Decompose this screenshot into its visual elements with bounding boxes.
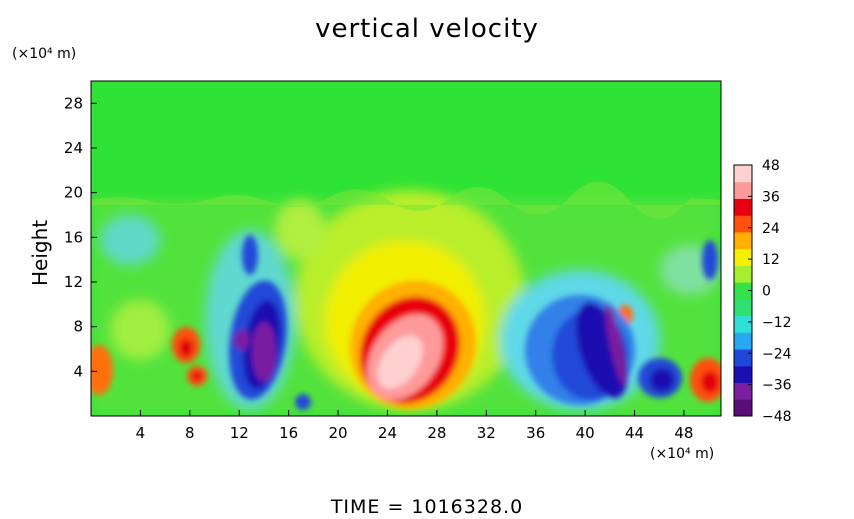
colorbar-swatch (734, 365, 752, 384)
yellow-patch-1 (110, 300, 170, 360)
yellow-patch-2 (275, 200, 325, 260)
colorbar-tick-label: −12 (762, 315, 792, 331)
y-axis: 4 8 12 16 20 24 28 (64, 94, 97, 380)
plot-frame (90, 80, 722, 417)
colorbar-tick-label: 48 (762, 158, 780, 174)
x-tick-label: 32 (477, 424, 496, 442)
colorbar-swatch (734, 181, 752, 199)
downdraft-left-purple-2 (234, 330, 250, 350)
x-tick-label: 12 (230, 424, 249, 442)
updraft-core (377, 335, 423, 389)
time-label: TIME = 1016328.0 (330, 496, 524, 518)
colorbar-swatch (734, 231, 752, 250)
colorbar-swatch (734, 265, 752, 283)
velocity-field (91, 81, 721, 416)
y-unit-label: (×10⁴ m) (12, 46, 77, 62)
x-tick-label: 24 (378, 424, 397, 442)
colorbar-swatch (734, 332, 752, 350)
colorbar-tick-label: −48 (762, 409, 792, 425)
colorbar-swatch (734, 298, 752, 317)
x-tick-label: 20 (329, 424, 348, 442)
x-axis: 4 8 12 16 20 24 28 32 36 40 44 48 (136, 410, 693, 442)
colorbar-tick-label: 24 (762, 221, 780, 237)
updraft-right-edge-core (701, 371, 719, 393)
y-tick-label: 24 (64, 139, 83, 157)
cyan-patch-1 (100, 215, 160, 265)
chart-title: vertical velocity (315, 14, 539, 44)
downdraft-right-edge (702, 240, 718, 280)
colorbar-swatch (734, 165, 752, 183)
x-unit-label: (×10⁴ m) (650, 446, 715, 462)
x-tick-label: 36 (526, 424, 545, 442)
y-tick-label: 4 (73, 362, 83, 380)
colorbar-swatch (734, 198, 752, 216)
colorbar-tick-label: −24 (762, 346, 792, 362)
updraft-small-1-core (179, 339, 193, 357)
y-tick-label: 16 (64, 228, 83, 246)
x-tick-label: 4 (136, 424, 146, 442)
downdraft-right-purple (605, 303, 627, 387)
colorbar-tick-label: 12 (762, 252, 780, 268)
y-tick-label: 12 (64, 273, 83, 291)
main-cells (91, 235, 721, 410)
colorbar-tick-label: 36 (762, 189, 780, 205)
y-tick-label: 8 (73, 318, 83, 336)
downdraft-left-purple (252, 322, 276, 382)
downdraft-small (295, 394, 311, 410)
updraft-left-edge (91, 345, 113, 395)
colorbar: 48 36 24 12 0 −12 −24 −36 −48 (733, 158, 792, 425)
x-tick-label: 44 (625, 424, 644, 442)
updraft-small-2-core (192, 371, 202, 381)
colorbar-swatch (734, 315, 752, 333)
x-tick-label: 8 (185, 424, 195, 442)
x-tick-label: 48 (674, 424, 693, 442)
colorbar-swatch (734, 349, 752, 367)
layer-boundary (91, 181, 721, 219)
colorbar-swatch (734, 248, 752, 266)
colorbar-swatch (734, 382, 752, 400)
x-tick-label: 28 (427, 424, 446, 442)
x-tick-label: 16 (279, 424, 298, 442)
downdraft-left-upper (242, 235, 258, 275)
colorbar-swatch (734, 282, 752, 300)
colorbar-tick-label: −36 (762, 378, 792, 394)
colorbar-tick-label: 0 (762, 284, 771, 300)
y-tick-label: 20 (64, 184, 83, 202)
downdraft-far-right-core (650, 368, 674, 392)
x-tick-label: 40 (576, 424, 595, 442)
colorbar-swatch (734, 399, 752, 417)
y-tick-label: 28 (64, 94, 83, 112)
colorbar-swatch (734, 215, 752, 233)
